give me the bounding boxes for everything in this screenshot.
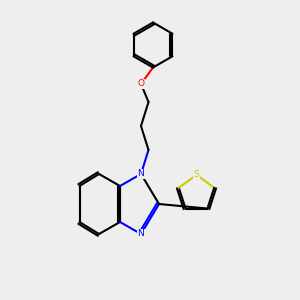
Text: N: N	[138, 230, 144, 238]
Text: O: O	[137, 80, 145, 88]
Text: S: S	[194, 170, 200, 179]
Text: N: N	[138, 169, 144, 178]
